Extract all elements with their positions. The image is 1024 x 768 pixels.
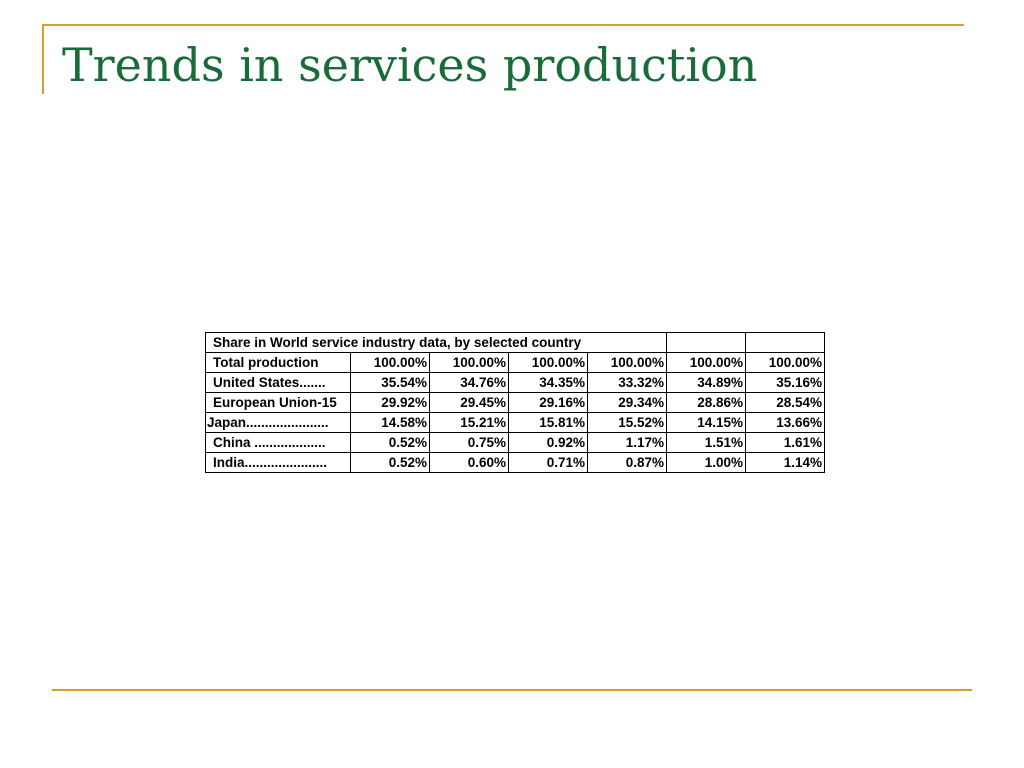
value-cell: 29.92% (350, 392, 430, 413)
table-caption: Share in World service industry data, by… (205, 332, 667, 353)
left-border-line (42, 24, 44, 94)
row-label: Japan...................... (205, 412, 351, 433)
empty-cell (745, 332, 825, 353)
value-cell: 100.00% (350, 352, 430, 373)
value-cell: 1.61% (745, 432, 825, 453)
value-cell: 34.76% (429, 372, 509, 393)
top-border-line (42, 24, 964, 26)
value-cell: 0.87% (587, 452, 667, 473)
value-cell: 100.00% (587, 352, 667, 373)
value-cell: 35.54% (350, 372, 430, 393)
value-cell: 100.00% (429, 352, 509, 373)
value-cell: 1.17% (587, 432, 667, 453)
value-cell: 15.81% (508, 412, 588, 433)
value-cell: 0.52% (350, 452, 430, 473)
value-cell: 28.86% (666, 392, 746, 413)
value-cell: 0.71% (508, 452, 588, 473)
value-cell: 34.89% (666, 372, 746, 393)
service-share-table: Share in World service industry data, by… (205, 332, 825, 473)
value-cell: 29.45% (429, 392, 509, 413)
value-cell: 14.58% (350, 412, 430, 433)
value-cell: 1.00% (666, 452, 746, 473)
table-row: European Union-15 29.92% 29.45% 29.16% 2… (205, 392, 825, 413)
value-cell: 0.60% (429, 452, 509, 473)
value-cell: 0.75% (429, 432, 509, 453)
table-row: China ................... 0.52% 0.75% 0.… (205, 432, 825, 453)
table-row: India...................... 0.52% 0.60% … (205, 452, 825, 473)
table-caption-row: Share in World service industry data, by… (205, 332, 825, 353)
value-cell: 29.34% (587, 392, 667, 413)
empty-cell (666, 332, 746, 353)
value-cell: 15.52% (587, 412, 667, 433)
row-label: European Union-15 (205, 392, 351, 413)
value-cell: 34.35% (508, 372, 588, 393)
value-cell: 15.21% (429, 412, 509, 433)
value-cell: 100.00% (666, 352, 746, 373)
value-cell: 14.15% (666, 412, 746, 433)
value-cell: 100.00% (745, 352, 825, 373)
row-label: United States....... (205, 372, 351, 393)
value-cell: 0.92% (508, 432, 588, 453)
value-cell: 0.52% (350, 432, 430, 453)
table-row: United States....... 35.54% 34.76% 34.35… (205, 372, 825, 393)
value-cell: 28.54% (745, 392, 825, 413)
value-cell: 29.16% (508, 392, 588, 413)
table-row: Japan...................... 14.58% 15.21… (205, 412, 825, 433)
value-cell: 1.51% (666, 432, 746, 453)
row-label: India...................... (205, 452, 351, 473)
value-cell: 33.32% (587, 372, 667, 393)
row-label: China ................... (205, 432, 351, 453)
value-cell: 1.14% (745, 452, 825, 473)
value-cell: 13.66% (745, 412, 825, 433)
value-cell: 35.16% (745, 372, 825, 393)
row-label: Total production (205, 352, 351, 373)
table-row: Total production 100.00% 100.00% 100.00%… (205, 352, 825, 373)
slide-title: Trends in services production (62, 38, 758, 92)
bottom-border-line (52, 689, 972, 691)
value-cell: 100.00% (508, 352, 588, 373)
